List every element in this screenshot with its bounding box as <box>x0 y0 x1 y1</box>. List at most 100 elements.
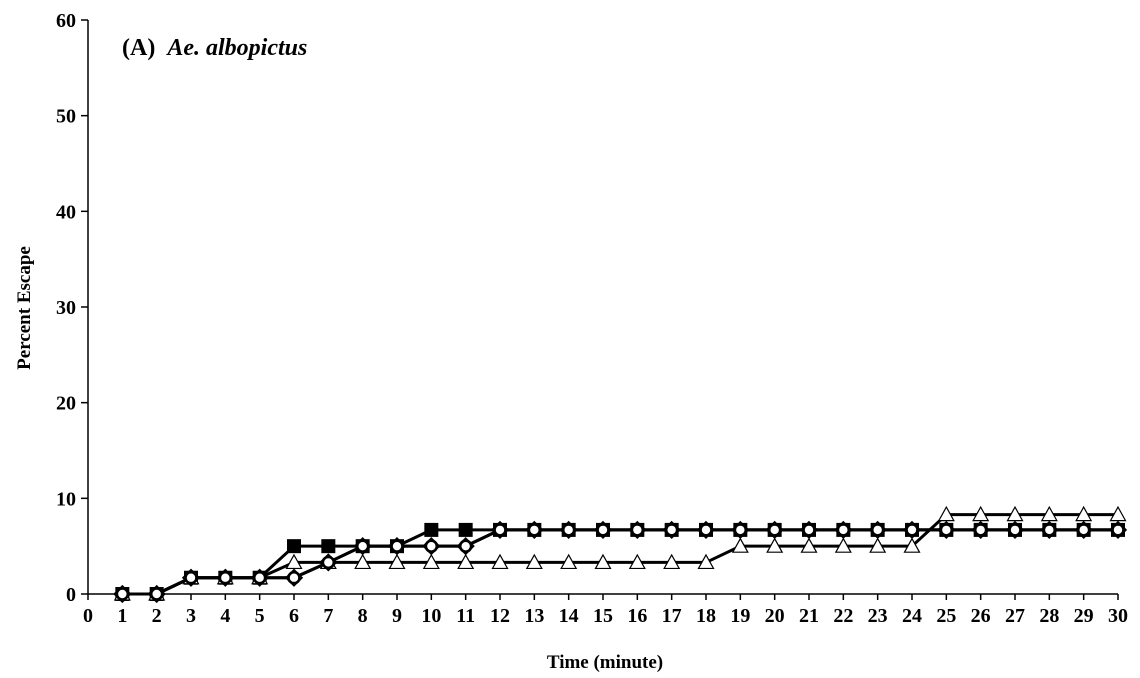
data-point <box>630 523 645 537</box>
chart-title-prefix: (A) <box>122 35 155 61</box>
data-point <box>458 539 473 553</box>
data-point <box>731 537 749 553</box>
data-point <box>1042 523 1057 537</box>
data-point <box>1109 505 1127 522</box>
y-tick-label: 20 <box>56 393 76 415</box>
data-point <box>491 553 509 570</box>
x-tick-label: 17 <box>662 605 682 627</box>
data-point <box>937 505 955 522</box>
data-point <box>287 570 301 585</box>
data-point <box>628 553 646 570</box>
y-tick-label: 60 <box>56 10 76 32</box>
x-tick-label: 30 <box>1108 605 1128 627</box>
data-point <box>800 537 818 553</box>
x-tick-label: 3 <box>186 605 196 627</box>
x-tick-label: 1 <box>117 605 127 627</box>
data-point <box>354 553 372 570</box>
data-point <box>664 523 679 537</box>
data-point <box>697 553 715 570</box>
series-2 <box>113 505 1127 601</box>
data-point <box>1075 505 1093 522</box>
data-point <box>1008 523 1022 537</box>
data-point <box>184 570 198 585</box>
data-point <box>390 539 404 553</box>
y-tick-label: 30 <box>56 297 76 319</box>
data-point <box>321 555 336 570</box>
data-point <box>1111 523 1125 537</box>
data-point <box>525 553 543 570</box>
x-tick-label: 25 <box>936 605 956 627</box>
data-point <box>287 539 301 554</box>
data-point <box>903 537 921 553</box>
x-tick-label: 9 <box>392 605 402 627</box>
x-tick-label: 20 <box>765 605 785 627</box>
data-point <box>802 523 816 537</box>
data-point <box>218 570 233 585</box>
x-tick-label: 12 <box>490 605 510 627</box>
x-tick-label: 21 <box>799 605 819 627</box>
x-tick-label: 22 <box>833 605 853 627</box>
x-tick-label: 2 <box>152 605 162 627</box>
data-point <box>733 523 748 537</box>
y-axis-title: Percent Escape <box>14 246 35 370</box>
data-point <box>422 553 440 570</box>
chart-title-species: Ae. albopictus <box>165 35 307 61</box>
x-tick-label: 11 <box>456 605 475 627</box>
x-tick-label: 7 <box>323 605 333 627</box>
y-tick-label: 0 <box>66 584 76 606</box>
data-point <box>115 587 130 601</box>
data-point <box>424 522 439 537</box>
data-point <box>457 553 475 570</box>
x-tick-label: 29 <box>1074 605 1094 627</box>
data-point <box>766 537 784 553</box>
x-tick-label: 19 <box>730 605 750 627</box>
data-point <box>321 539 336 554</box>
y-tick-label: 10 <box>56 488 76 510</box>
series-line <box>122 513 1118 596</box>
data-point <box>388 553 406 570</box>
x-tick-label: 4 <box>220 605 230 627</box>
data-point <box>285 553 303 570</box>
x-tick-label: 0 <box>83 605 93 627</box>
data-point <box>1076 523 1091 537</box>
data-point <box>870 523 885 537</box>
data-point <box>972 505 990 522</box>
data-point <box>663 553 681 570</box>
data-point <box>905 523 919 537</box>
x-tick-label: 18 <box>696 605 716 627</box>
data-point <box>869 537 887 553</box>
data-point <box>596 523 610 537</box>
x-tick-label: 16 <box>627 605 647 627</box>
series-layer <box>113 505 1128 604</box>
x-tick-label: 8 <box>358 605 368 627</box>
data-point <box>355 539 370 553</box>
data-point <box>149 587 164 601</box>
x-tick-label: 28 <box>1039 605 1059 627</box>
y-tick-label: 40 <box>56 201 76 223</box>
data-point <box>560 553 578 570</box>
data-point <box>493 523 507 537</box>
chart-title: (A) Ae. albopictus <box>122 35 307 61</box>
data-point <box>561 523 576 537</box>
x-tick-label: 27 <box>1005 605 1025 627</box>
data-point <box>973 523 988 537</box>
data-point <box>836 523 851 537</box>
x-tick-label: 23 <box>868 605 888 627</box>
data-point <box>767 523 782 537</box>
data-point <box>834 537 852 553</box>
x-tick-label: 6 <box>289 605 299 627</box>
data-point <box>458 522 473 537</box>
data-point <box>252 570 267 585</box>
data-point <box>424 539 439 553</box>
x-tick-label: 10 <box>421 605 441 627</box>
x-tick-label: 5 <box>255 605 265 627</box>
x-tick-label: 15 <box>593 605 613 627</box>
data-point <box>527 523 542 537</box>
x-tick-label: 26 <box>971 605 991 627</box>
data-point <box>1040 505 1058 522</box>
x-tick-label: 24 <box>902 605 922 627</box>
x-tick-label: 13 <box>524 605 544 627</box>
data-point <box>699 523 713 537</box>
data-point <box>939 523 954 537</box>
